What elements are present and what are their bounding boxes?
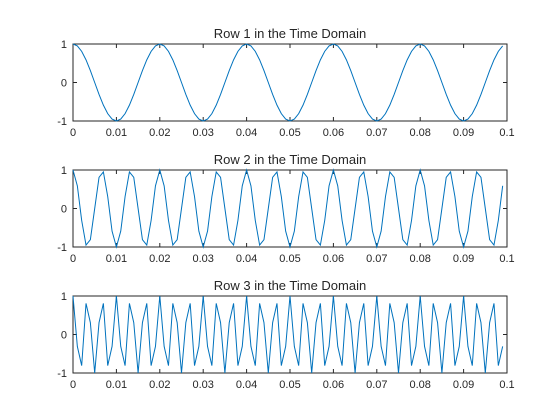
axes-box-1	[72, 43, 508, 122]
y-tick-label: -1	[57, 368, 67, 380]
x-tick-label: 0.03	[192, 253, 213, 265]
x-tick-label: 0.06	[323, 253, 344, 265]
subplot-3-title: Row 3 in the Time Domain	[214, 278, 366, 293]
x-tick-label: 0.1	[499, 379, 514, 391]
y-tick-label: 0	[61, 204, 67, 216]
x-tick-label: 0.02	[149, 379, 170, 391]
x-tick-label: 0.07	[366, 379, 387, 391]
x-tick-label: 0.05	[279, 127, 300, 139]
x-tick-label: 0	[70, 127, 76, 139]
x-tick-label: 0.08	[409, 127, 430, 139]
x-tick-label: 0.09	[453, 253, 474, 265]
subplot-1-title: Row 1 in the Time Domain	[214, 26, 366, 41]
y-tick-label: 1	[61, 39, 67, 51]
subplot-1: Row 1 in the Time Domain 0 0.01 0.02 0.03 0.…	[57, 26, 514, 139]
y-tick-label: -1	[57, 242, 67, 254]
subplot-3: Row 3 in the Time Domain 0 0.01 0.02 0.03 0.…	[57, 278, 514, 391]
x-tick-label: 0.07	[366, 253, 387, 265]
x-tick-label: 0.03	[192, 379, 213, 391]
x-tick-label: 0.04	[236, 379, 257, 391]
x-tick-label: 0.01	[106, 379, 127, 391]
y-tick-label: -1	[57, 116, 67, 128]
x-tick-label: 0.02	[149, 127, 170, 139]
y-tick-label: 1	[61, 291, 67, 303]
x-tick-label: 0.08	[409, 379, 430, 391]
y-tick-label: 0	[61, 330, 67, 342]
x-tick-label: 0.05	[279, 253, 300, 265]
x-tick-label: 0.04	[236, 127, 257, 139]
x-tick-label: 0.07	[366, 127, 387, 139]
x-tick-label: 0	[70, 379, 76, 391]
y-tick-label: 0	[61, 78, 67, 90]
axes-box-3	[72, 295, 508, 374]
y-tick-label: 1	[61, 165, 67, 177]
x-tick-label: 0.1	[499, 127, 514, 139]
x-tick-label: 0.04	[236, 253, 257, 265]
x-tick-label: 0.02	[149, 253, 170, 265]
x-tick-label: 0.08	[409, 253, 430, 265]
x-tick-label: 0.09	[453, 127, 474, 139]
subplot-2-series-line	[72, 168, 504, 249]
subplot-1-ticks: 0 0.01 0.02 0.03 0.04 0.05 0.06 0.07 0.08 0.09 0.1…	[57, 39, 514, 139]
x-tick-label: 0.06	[323, 127, 344, 139]
subplot-2-ticks: 0 0.01 0.02 0.03 0.04 0.05 0.06 0.07 0.08 0.09 0.1…	[57, 165, 514, 265]
subplot-2-title: Row 2 in the Time Domain	[214, 152, 366, 167]
x-tick-label: 0.01	[106, 127, 127, 139]
subplot-3-series-line	[72, 295, 504, 374]
subplot-1-series-line	[72, 43, 504, 122]
x-tick-label: 0.09	[453, 379, 474, 391]
x-tick-label: 0.01	[106, 253, 127, 265]
x-tick-label: 0.06	[323, 379, 344, 391]
x-tick-label: 0.1	[499, 253, 514, 265]
x-tick-label: 0.03	[192, 127, 213, 139]
x-tick-label: 0.05	[279, 379, 300, 391]
subplot-2: Row 2 in the Time Domain 0 0.01 0.02 0.03 0.…	[57, 152, 514, 265]
x-tick-label: 0	[70, 253, 76, 265]
